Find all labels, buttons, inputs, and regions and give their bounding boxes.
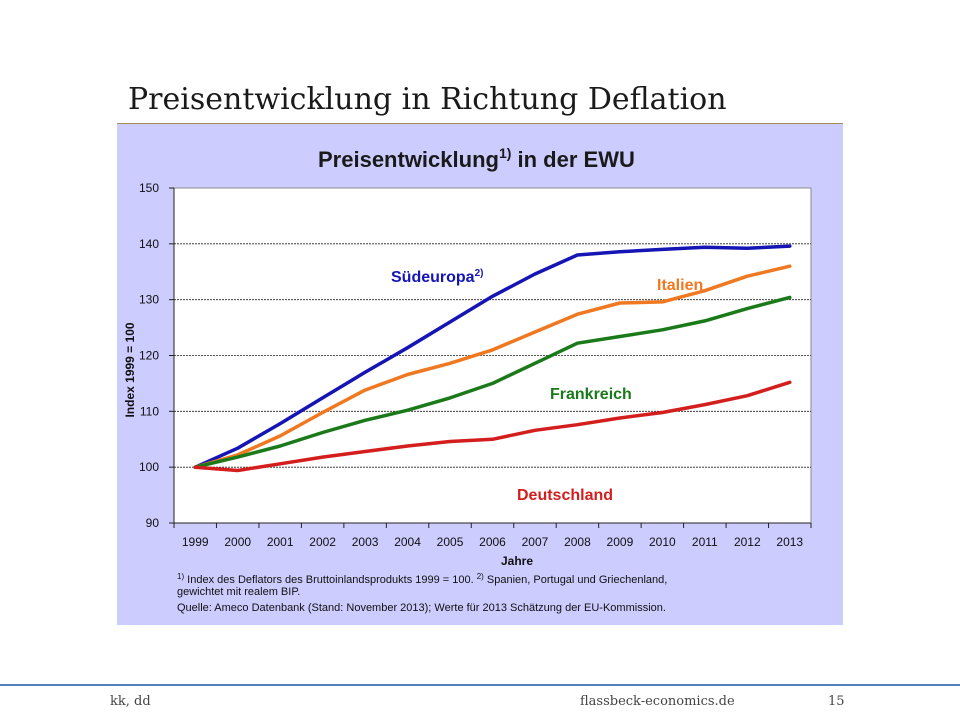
x-tick-label: 1999 (182, 535, 209, 549)
footnotes: 1) Index des Deflators des Bruttoinlands… (177, 572, 667, 614)
series-layer (193, 244, 792, 473)
grid-layer (173, 187, 812, 524)
footnote-line-2: gewichtet mit realem BIP. (177, 586, 300, 598)
x-tick-label: 2005 (437, 535, 464, 549)
chart-title: Preisentwicklung1) in der EWU (318, 145, 635, 172)
series-line-deutschland (193, 380, 792, 473)
x-tick-label: 2009 (607, 535, 634, 549)
series-line-frankreich (193, 295, 792, 469)
x-tick-label: 2007 (522, 535, 549, 549)
footnote-1-text: Index des Deflators des Bruttoinlandspro… (184, 574, 477, 586)
footnote-source: Quelle: Ameco Datenbank (Stand: November… (177, 602, 666, 614)
series-label-italien: Italien (657, 277, 703, 294)
x-tick-label: 2013 (776, 535, 803, 549)
y-axis-label: Index 1999 = 100 (123, 322, 137, 417)
line-chart: Preisentwicklung1) in der EWU 9010011012… (123, 145, 812, 614)
x-tick-label: 2001 (267, 535, 294, 549)
y-tick-label: 130 (139, 293, 159, 307)
x-tick-label: 2012 (734, 535, 761, 549)
chart-title-main: Preisentwicklung (318, 147, 499, 172)
footer-bar (0, 684, 960, 686)
y-tick-label: 110 (140, 404, 159, 418)
slide-title: Preisentwicklung in Richtung Deflation (128, 82, 727, 117)
footer: kk, dd flassbeck-economics.de 15 (0, 684, 960, 720)
footnote-1-sup: 1) (177, 572, 184, 581)
title-rule (117, 123, 843, 124)
series-label-sdeuropa: Südeuropa2) (391, 268, 483, 286)
x-tick-label: 2011 (692, 535, 718, 549)
x-tick-label: 2008 (564, 535, 591, 549)
chart-panel: Preisentwicklung1) in der EWU 90 100 110 12… (117, 124, 843, 625)
y-tick-label: 90 (146, 516, 160, 530)
x-tick-label: 2002 (309, 535, 336, 549)
x-axis-label: Jahre (501, 554, 533, 568)
y-tick-label: 120 (139, 349, 159, 363)
y-tick-label: 150 (139, 181, 159, 195)
series-line-sdeuropa (193, 244, 792, 469)
axis-layer: 90 100 110 120 130 140 150 1999 2000 2001 2002 2003… (139, 181, 812, 549)
footer-author: kk, dd (110, 694, 151, 709)
x-tick-label: 2000 (224, 535, 251, 549)
chart-title-sup: 1) (499, 145, 511, 161)
x-tick-label: 2004 (394, 535, 421, 549)
footnote-2-sup: 2) (477, 572, 484, 581)
x-tick-label: 2010 (649, 535, 676, 549)
chart-title-rest: in der EWU (511, 147, 634, 172)
footnote-2-text: Spanien, Portugal und Griechenland, (484, 574, 667, 586)
y-tick-label: 140 (139, 237, 159, 251)
y-tick-label: 100 (139, 460, 159, 474)
footnote-line-1: 1) Index des Deflators des Bruttoinlands… (177, 572, 667, 586)
x-tick-label: 2003 (352, 535, 379, 549)
x-tick-label: 2006 (479, 535, 506, 549)
label-layer: Südeuropa2) Italien Frankreich Deutschland (391, 268, 703, 504)
series-line-italien (193, 264, 792, 469)
series-label-frankreich: Frankreich (550, 386, 632, 403)
page-number: 15 (828, 694, 845, 709)
series-label-deutschland: Deutschland (517, 487, 613, 504)
footer-website: flassbeck-economics.de (580, 694, 735, 709)
